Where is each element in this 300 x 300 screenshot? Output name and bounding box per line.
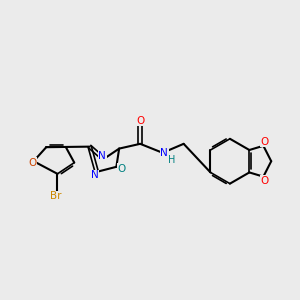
Text: O: O [261, 176, 269, 186]
Text: O: O [28, 158, 36, 168]
Text: O: O [261, 136, 269, 147]
Text: N: N [98, 151, 106, 160]
Text: Br: Br [50, 191, 62, 201]
Text: O: O [117, 164, 125, 174]
Text: N: N [160, 148, 168, 158]
Text: N: N [91, 170, 98, 180]
Text: H: H [168, 155, 175, 165]
Text: O: O [136, 116, 144, 126]
